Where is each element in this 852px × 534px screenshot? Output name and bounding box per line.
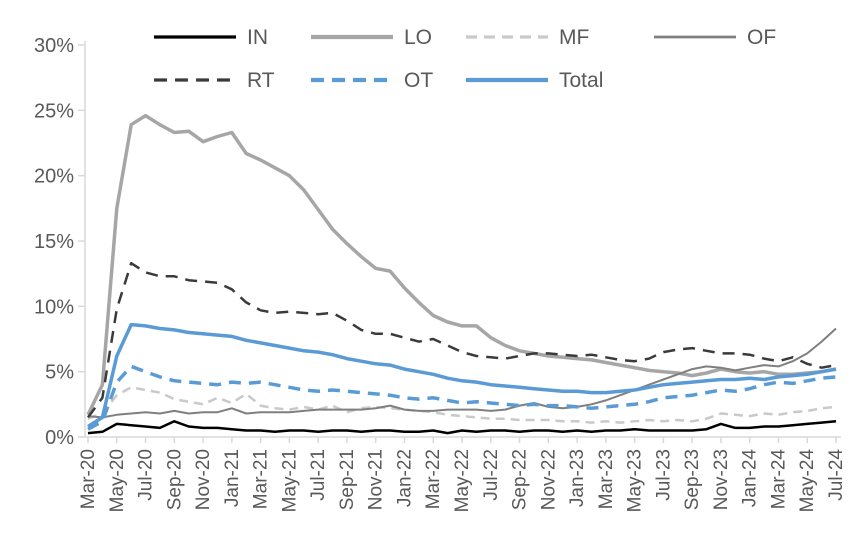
series-line-total [87,322,837,428]
legend-item-lo: LO [309,24,464,50]
y-tick-label: 5% [45,362,74,384]
x-tick-label: Jan-22 [395,449,416,507]
x-tick-label: Sep-22 [510,449,531,510]
chart-legend: IN LO MF OF RT OT Total [152,24,776,93]
legend-item-ot: OT [309,67,464,93]
legend-line-icon [154,78,236,82]
legend-label-mf: MF [559,25,590,49]
legend-item-rt: RT [152,67,309,93]
legend-line-icon [654,35,736,39]
legend-label-total: Total [559,68,604,92]
x-tick-label: Jul-23 [653,449,674,501]
x-tick-label: Sep-23 [682,449,703,510]
x-tick-label: Nov-21 [366,449,387,510]
x-tick-label: Mar-24 [769,449,790,510]
x-tick-label: Nov-22 [538,449,559,510]
y-tick-label: 20% [34,166,74,188]
x-tick-label: Nov-23 [711,449,732,510]
legend-line-icon [466,35,548,39]
legend-item-of: OF [652,24,776,50]
legend-line-icon [311,34,393,40]
x-tick-label: Mar-23 [596,449,617,509]
x-tick-label: May-20 [107,449,128,512]
legend-label-ot: OT [404,68,434,92]
legend-label-rt: RT [247,68,275,92]
x-tick-label: Mar-20 [78,449,99,509]
legend-item-total: Total [464,67,652,93]
legend-item-mf: MF [464,24,652,50]
y-tick-label: 25% [34,100,74,122]
x-tick-label: Mar-21 [251,449,272,509]
legend-item-in: IN [152,24,309,50]
x-tick-label: Nov-20 [193,449,214,510]
y-tick-label: 30% [34,35,74,57]
x-tick-label: May-24 [797,449,818,513]
x-tick-label: Jan-23 [567,449,588,507]
series-line-of [87,327,837,419]
series-line-rt [86,261,837,419]
x-tick-label: Jul-20 [136,449,157,501]
legend-line-icon [311,77,393,83]
x-tick-label: Jul-24 [826,449,847,501]
x-tick-label: May-21 [279,449,300,512]
legend-line-icon [466,77,548,83]
legend-label-of: OF [747,25,777,49]
x-tick-label: Jul-22 [481,449,502,501]
x-tick-label: Sep-21 [337,449,358,510]
series-line-in [87,420,837,435]
series-line-lo [86,113,837,416]
x-tick-label: May-23 [625,449,646,512]
x-tick-label: Sep-20 [164,449,185,510]
x-tick-label: Jul-21 [308,449,329,501]
legend-label-lo: LO [404,25,433,49]
x-tick-label: Mar-22 [423,449,444,509]
x-tick-label: May-22 [452,449,473,512]
y-tick-label: 10% [34,296,74,318]
y-tick-label: 15% [34,231,74,253]
series-line-ot [87,364,837,431]
x-tick-label: Jan-21 [222,449,243,507]
x-tick-label: Jan-24 [740,449,761,508]
y-tick-label: 0% [45,427,74,449]
legend-line-icon [154,35,236,39]
series-line-mf [87,386,837,424]
legend-label-in: IN [247,25,268,49]
